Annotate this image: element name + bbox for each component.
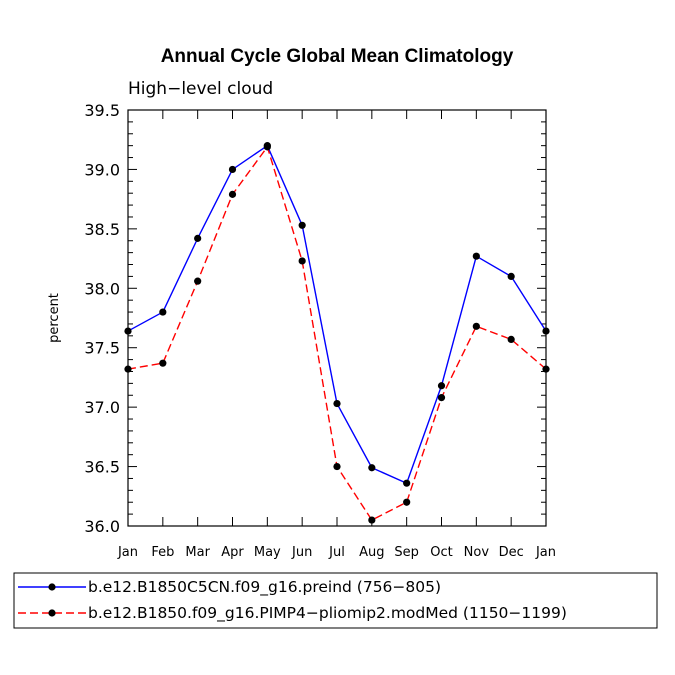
data-point-series-2 [542,365,550,373]
data-point-series-1 [472,252,480,260]
y-tick-label: 37.0 [84,398,120,417]
legend-marker-series-2 [48,609,56,617]
data-point-series-1 [298,221,306,229]
y-axis-label: percent [47,293,62,343]
data-point-series-1 [437,382,446,390]
data-point-series-2 [124,365,132,373]
x-tick-label: Sep [394,545,419,560]
x-tick-label: Feb [151,545,174,560]
chart-subtitle: High−level cloud [128,79,273,99]
x-tick-label: Apr [221,545,244,560]
data-point-series-2 [194,277,202,285]
series-line-1 [127,144,547,484]
data-point-series-2 [333,462,341,471]
data-point-series-1 [368,464,376,472]
legend-marker-series-1 [48,583,56,591]
data-point-series-2 [298,257,306,265]
x-tick-label: Jul [328,545,345,560]
x-tick-label: Jan [535,545,556,560]
data-point-series-2 [472,322,480,330]
data-point-series-1 [194,234,202,242]
data-point-series-1 [159,308,167,316]
y-tick-label: 38.5 [84,220,120,239]
data-point-series-2 [368,516,376,524]
y-tick-label: 37.5 [84,339,120,358]
legend: b.e12.B1850C5CN.f09_g16.preind (756−805)… [13,572,658,629]
x-tick-label: May [254,545,281,560]
data-point-series-2 [159,359,167,367]
x-tick-label: Aug [359,545,384,560]
x-tick-label: Oct [430,545,452,560]
data-point-series-2 [507,335,515,343]
data-point-series-2 [437,394,446,402]
y-tick-label: 36.0 [84,517,120,536]
data-point-series-1 [333,399,341,408]
data-point-series-1 [228,165,237,174]
data-point-series-2 [263,143,271,151]
data-point-series-1 [507,272,515,280]
x-tick-label: Dec [499,545,524,560]
data-point-series-2 [228,190,237,198]
x-tick-label: Jan [117,545,138,560]
legend-box [13,572,658,629]
y-tick-label: 39.5 [84,101,120,120]
legend-label-series-2: b.e12.B1850.f09_g16.PIMP4−pliomip2.modMe… [88,604,567,623]
chart-title: Annual Cycle Global Mean Climatology [161,46,514,67]
data-point-series-1 [124,327,132,335]
y-tick-label: 39.0 [84,160,120,179]
data-point-series-2 [403,498,411,506]
x-tick-label: Mar [185,545,210,560]
legend-label-series-1: b.e12.B1850C5CN.f09_g16.preind (756−805) [88,578,441,597]
data-point-series-1 [403,479,411,487]
data-point-series-1 [542,327,550,335]
y-tick-label: 38.0 [84,279,120,298]
x-tick-label: Jun [291,545,312,560]
x-tick-label: Nov [464,545,490,560]
y-tick-label: 36.5 [84,458,120,477]
